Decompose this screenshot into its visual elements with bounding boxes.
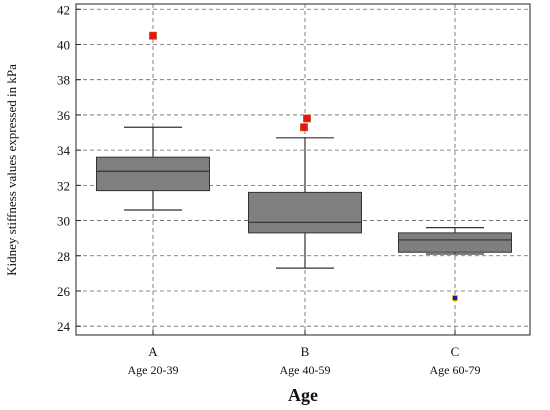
box-iqr [96, 156, 210, 192]
x-group-label: Age 40-59 [280, 363, 331, 377]
box-series [96, 31, 512, 301]
box-a [96, 31, 210, 211]
outlier-point [149, 31, 157, 40]
x-category-label: B [301, 344, 310, 359]
outlier-point [303, 114, 311, 123]
x-axis-label: Age [288, 385, 318, 405]
x-category-label: C [451, 344, 460, 359]
x-axis: A Age 20-39 B Age 40-59 C Age 60-79 [128, 330, 481, 377]
y-tick-label: 28 [57, 249, 70, 264]
box-iqr [398, 232, 512, 253]
outlier-point [452, 295, 458, 301]
y-axis: 24 26 28 30 32 34 36 38 40 42 [57, 2, 81, 334]
plot-frame [75, 3, 531, 336]
y-tick-label: 38 [57, 73, 70, 88]
x-group-label: Age 60-79 [430, 363, 481, 377]
y-tick-label: 36 [57, 108, 71, 123]
box-b [248, 114, 362, 269]
x-group-label: Age 20-39 [128, 363, 179, 377]
y-tick-label: 34 [57, 143, 71, 158]
y-tick-label: 30 [57, 214, 70, 229]
y-tick-label: 32 [57, 178, 70, 193]
y-tick-label: 40 [57, 37, 70, 52]
y-tick-label: 26 [57, 284, 71, 299]
x-category-label: A [148, 344, 158, 359]
outlier-point [300, 123, 308, 132]
y-tick-label: 42 [57, 2, 70, 17]
box-c [398, 227, 512, 301]
box-iqr [248, 191, 362, 234]
y-tick-label: 24 [57, 319, 71, 334]
y-axis-label: Kidney stiffness values expressed in kPa [4, 64, 19, 276]
